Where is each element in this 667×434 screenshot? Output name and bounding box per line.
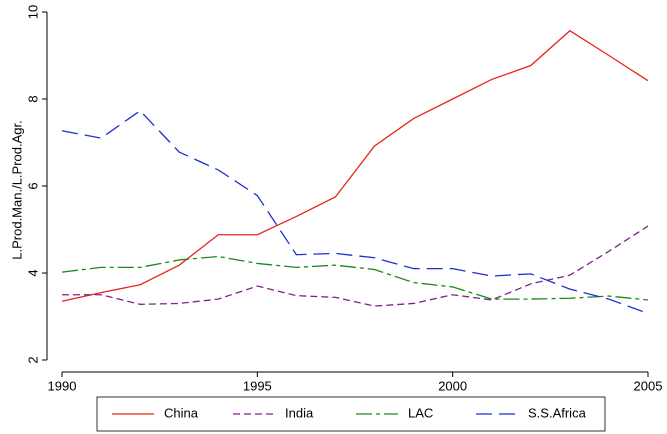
- legend-label: China: [164, 405, 199, 420]
- series-line: [61, 109, 649, 315]
- series-line: [61, 255, 649, 301]
- y-tick-label: 6: [25, 182, 40, 189]
- x-tick-label: 2005: [634, 378, 663, 393]
- legend-label: LAC: [408, 405, 433, 420]
- y-tick-label: 10: [25, 5, 40, 19]
- x-tick-label: 2000: [438, 378, 467, 393]
- y-tick-label: 8: [25, 95, 40, 102]
- y-tick-label: 2: [25, 356, 40, 363]
- series-line: [62, 225, 649, 307]
- legend-label: S.S.Africa: [528, 405, 587, 420]
- y-axis-label: L.Prod.Man./L.Prod.Agr.: [9, 120, 24, 259]
- legend-box: [96, 396, 606, 432]
- legend-label: India: [285, 405, 314, 420]
- x-tick-label: 1995: [243, 378, 272, 393]
- x-tick-label: 1990: [48, 378, 77, 393]
- y-tick-label: 4: [25, 269, 40, 276]
- series-line: [61, 29, 649, 302]
